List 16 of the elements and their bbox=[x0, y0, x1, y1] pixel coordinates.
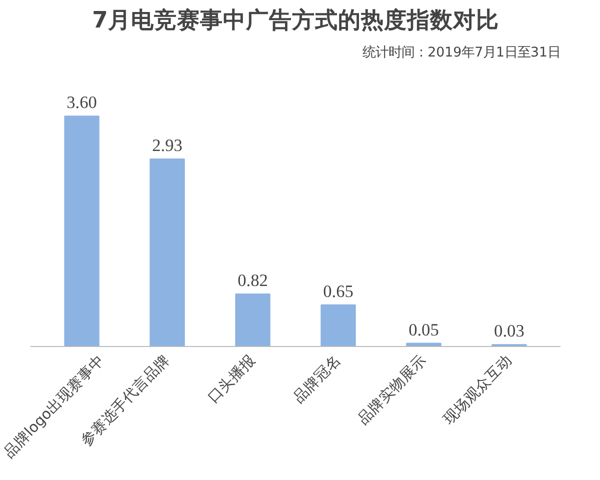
data-label: 3.60 bbox=[66, 93, 97, 112]
data-label: 0.82 bbox=[238, 271, 268, 290]
bar bbox=[150, 158, 185, 346]
x-tick-label: 品牌实物展示 bbox=[354, 352, 430, 428]
bar bbox=[64, 116, 100, 346]
data-label: 2.93 bbox=[152, 136, 182, 156]
data-label: 0.03 bbox=[494, 322, 524, 341]
data-label: 0.05 bbox=[408, 320, 439, 340]
x-tick-label: 口头播报 bbox=[204, 352, 259, 406]
chart-subtitle: 统计时间：2019年7月1日至31日 bbox=[362, 46, 561, 60]
data-label: 0.65 bbox=[323, 282, 354, 301]
x-tick-label: 现场观众互动 bbox=[440, 352, 516, 428]
chart-title: 7月电竞赛事中广告方式的热度指数对比 bbox=[92, 6, 499, 34]
bar bbox=[320, 304, 356, 346]
bar bbox=[235, 294, 270, 346]
x-tick-label: 品牌冠名 bbox=[290, 352, 344, 406]
